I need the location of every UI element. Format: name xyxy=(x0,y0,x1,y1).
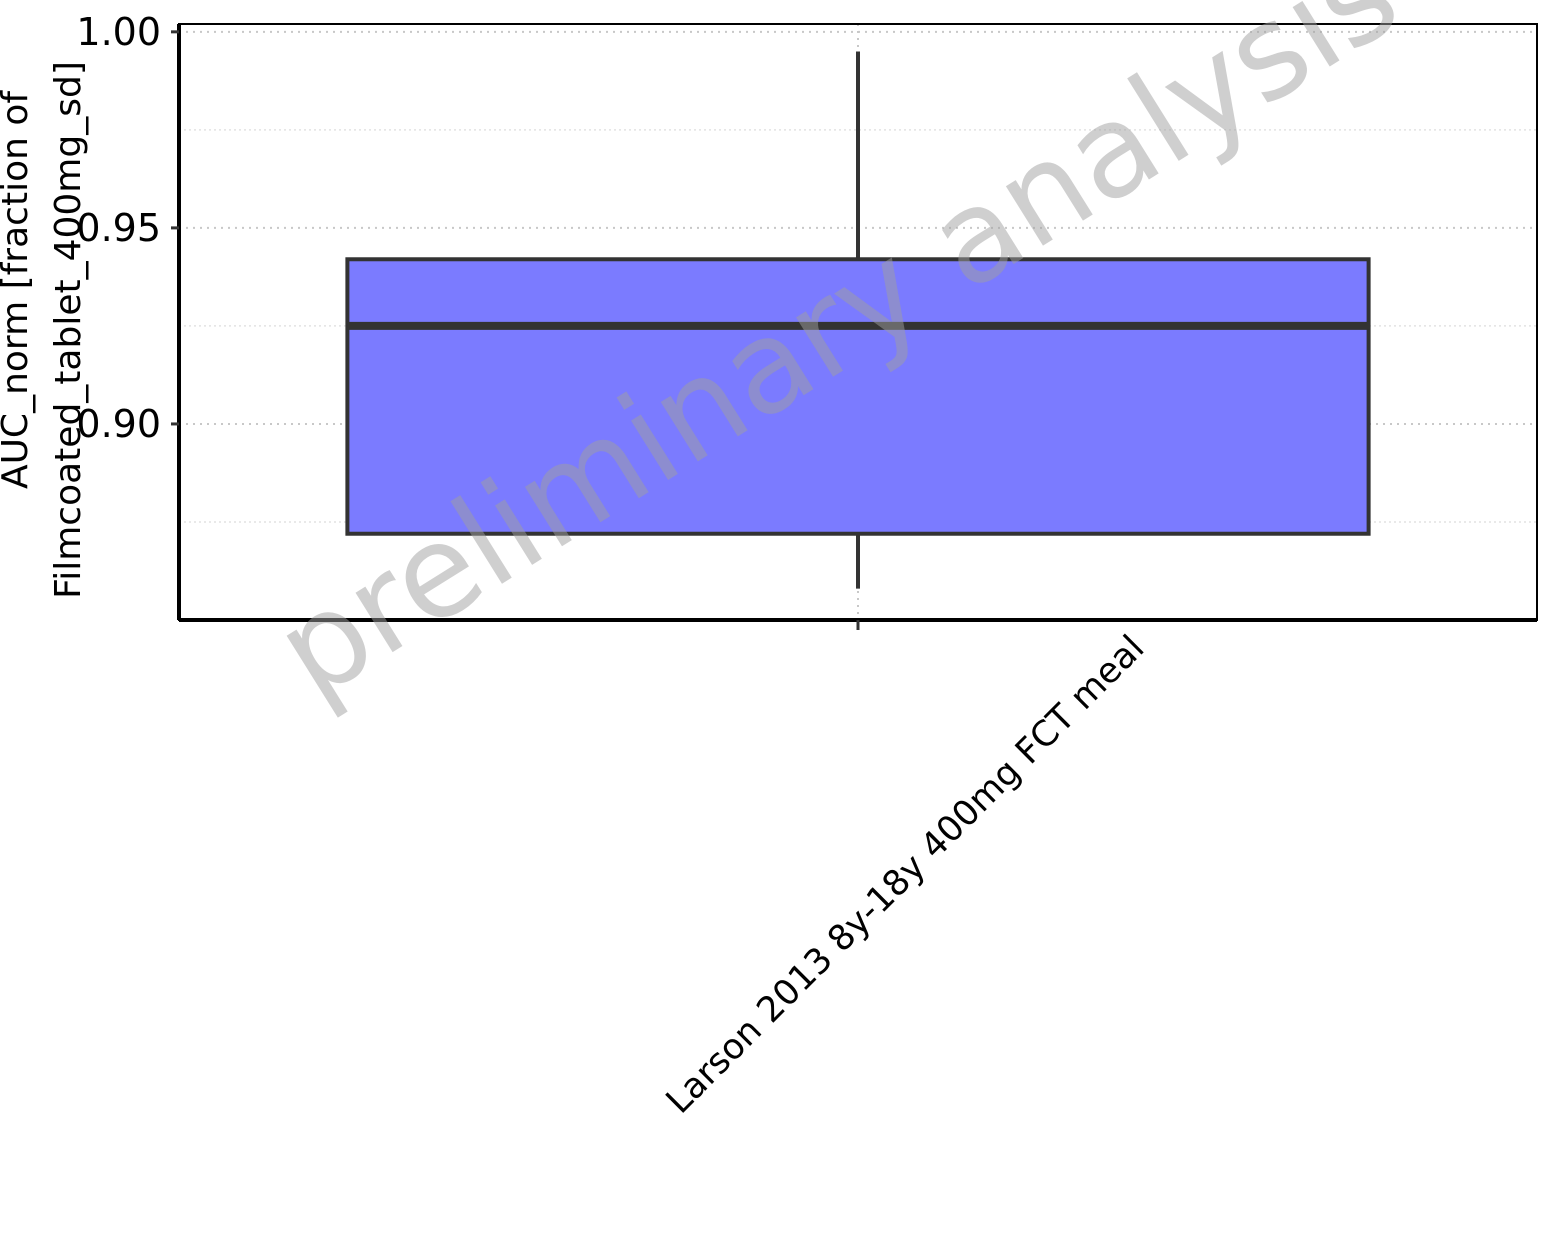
axes xyxy=(171,23,1538,630)
x-tick-label: Larson 2013 8y-18y 400mg FCT meal xyxy=(659,628,1153,1122)
y-axis-title-line1: AUC_norm [fraction of xyxy=(0,90,36,489)
y-tick-label: 0.90 xyxy=(76,402,161,446)
y-axis-title-line2: Filmcoated_tablet_400mg_sd] xyxy=(48,61,89,599)
y-tick-label: 0.95 xyxy=(76,206,161,250)
y-tick-label: 1.00 xyxy=(76,10,161,54)
box-marks xyxy=(345,51,1371,589)
box-iqr xyxy=(345,257,1371,536)
